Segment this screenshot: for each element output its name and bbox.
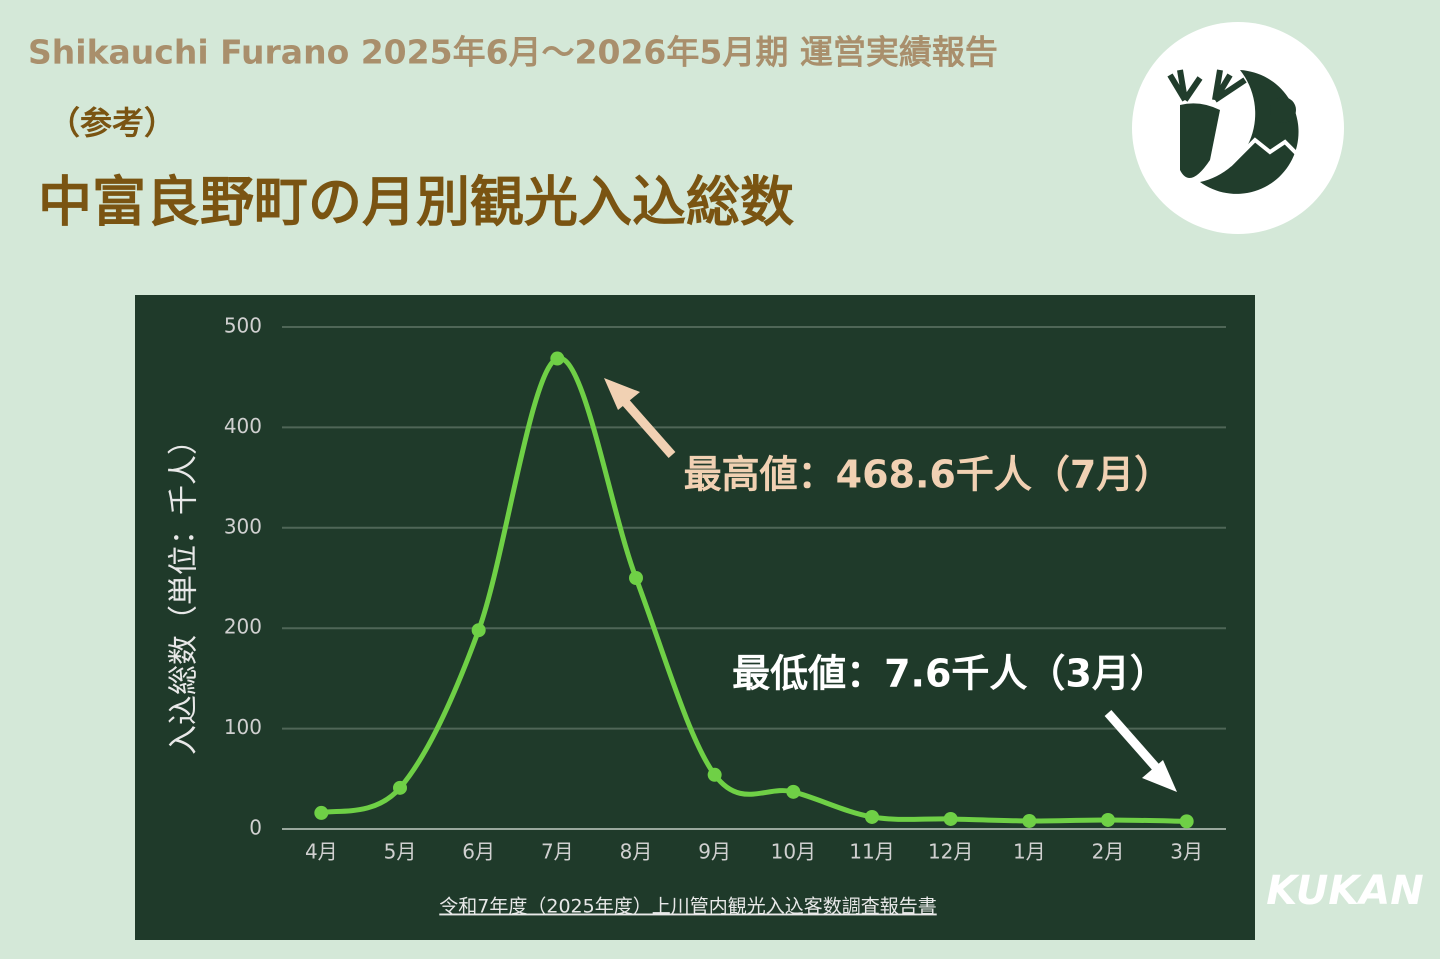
point xyxy=(865,809,879,824)
x-tick-label: 12月 xyxy=(928,840,973,864)
point xyxy=(786,784,801,799)
y-tick-label: 100 xyxy=(224,715,262,739)
note: （参考） xyxy=(48,104,176,142)
x-tick-label: 10月 xyxy=(771,840,816,864)
x-tick-label: 5月 xyxy=(384,840,417,864)
y-axis-label: 入込総数（単位：千人） xyxy=(167,425,202,755)
chart-panel xyxy=(135,295,1255,940)
source: 令和7年度（2025年度）上川管内観光入込客数調査報告書 xyxy=(439,896,936,918)
arrow-max xyxy=(604,378,676,458)
arrow-min xyxy=(1104,710,1177,792)
point xyxy=(314,805,329,820)
x-tick-label: 6月 xyxy=(462,840,495,864)
x-tick-label: 4月 xyxy=(305,840,338,864)
x-tick-label: 7月 xyxy=(541,840,574,864)
y-tick-label: 500 xyxy=(224,314,262,338)
x-tick-label: 2月 xyxy=(1092,840,1125,864)
x-tick-label: 11月 xyxy=(849,840,894,864)
line xyxy=(320,356,1187,824)
logo xyxy=(1132,22,1344,234)
x-tick-label: 3月 xyxy=(1170,840,1203,864)
point xyxy=(393,780,407,795)
x-tick-label: 9月 xyxy=(698,840,731,864)
x-tick-label: 1月 xyxy=(1013,840,1046,864)
y-tick-label: 0 xyxy=(249,816,262,840)
y-tick-label: 300 xyxy=(224,514,262,538)
x-tick-label: 8月 xyxy=(620,840,653,864)
point xyxy=(1101,812,1115,827)
point xyxy=(943,811,958,826)
point xyxy=(629,571,643,585)
point xyxy=(1179,814,1194,829)
brand: KUKAN xyxy=(1266,868,1423,914)
point xyxy=(1022,813,1037,828)
annotation-min: 最低値：7.6千人（3月） xyxy=(732,652,1168,696)
y-tick-label: 200 xyxy=(224,615,262,639)
subtitle: Shikauchi Furano 2025年6月～2026年5月期 運営実績報告 xyxy=(28,33,998,72)
title: 中富良野町の月別観光入込総数 xyxy=(38,171,794,234)
y-tick-label: 400 xyxy=(224,414,262,438)
point xyxy=(707,767,722,782)
point xyxy=(550,351,565,366)
point xyxy=(471,623,486,638)
annotation-max: 最高値：468.6千人（7月） xyxy=(684,453,1173,497)
